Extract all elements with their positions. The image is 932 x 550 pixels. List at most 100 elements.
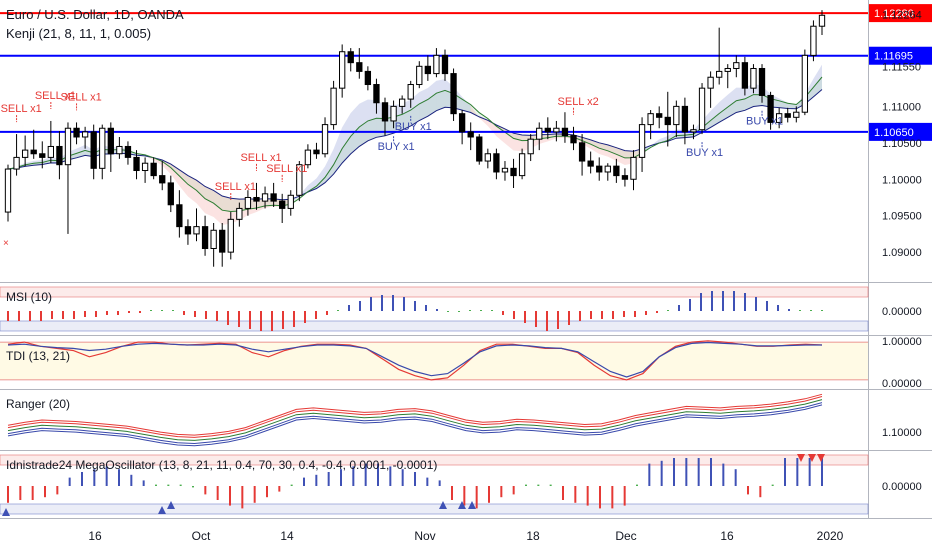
green-zone-segment	[325, 164, 334, 183]
candle-body	[107, 127, 114, 155]
ma-cloud-segment	[402, 99, 411, 131]
candle-body	[458, 113, 466, 133]
candle-body	[279, 200, 286, 209]
price-tick-label: 1.10500	[882, 138, 922, 150]
buy-signal-label: BUY x1	[395, 121, 432, 133]
sell-arrow-marker	[808, 454, 816, 462]
candle-body	[484, 153, 491, 162]
candle-body	[261, 193, 269, 202]
candle-body	[613, 165, 620, 177]
ma-cloud-segment	[145, 155, 154, 161]
candle-body	[81, 131, 89, 138]
ranger-series-line	[7, 402, 823, 445]
candle-body	[124, 145, 132, 158]
green-zone-segment	[590, 139, 600, 149]
candle-body	[441, 54, 449, 75]
candle-body	[141, 162, 149, 172]
price-tick-label: 1.11550	[882, 61, 921, 73]
candle-body	[527, 138, 534, 155]
price-tick-label: 1.09000	[882, 247, 922, 259]
ma-cloud-segment	[342, 113, 351, 163]
fast-ma-line	[7, 76, 823, 213]
ma-cloud-segment	[590, 139, 600, 154]
green-zone-segment	[436, 90, 445, 111]
candle-body	[810, 25, 817, 56]
candle-body	[398, 98, 406, 107]
ma-cloud-segment	[316, 166, 326, 189]
panel-backgrounds	[0, 0, 932, 519]
msi-upper-zone	[0, 286, 869, 298]
x-tick-label: Dec	[615, 529, 636, 543]
candle-body	[201, 226, 209, 249]
candle-body	[501, 167, 509, 173]
ma-cloud-segment	[213, 190, 223, 225]
sell-signal-label: SELL x2	[558, 96, 599, 108]
candle-body	[621, 175, 629, 180]
ma-cloud-segment	[290, 195, 300, 205]
x-tick-label: Nov	[414, 529, 435, 543]
ma-cloud-segment	[307, 178, 317, 193]
candle-body	[313, 149, 320, 155]
ma-cloud-segment	[787, 102, 797, 109]
indicator-title: Kenji (21, 8, 11, 1, 0.005)	[6, 26, 152, 41]
candle-body	[364, 70, 372, 86]
tdi-tick-label: 0.00000	[882, 378, 922, 390]
x-tick-label: 18	[526, 529, 540, 543]
buy-arrow-marker	[439, 501, 447, 509]
ma-cloud-segment	[367, 99, 377, 141]
ma-cloud-segment	[719, 94, 728, 123]
x-tick-label: 14	[280, 529, 294, 543]
candle-body	[184, 226, 192, 235]
candle-body	[707, 76, 714, 89]
ma-cloud-segment	[359, 99, 368, 147]
candle-body	[159, 175, 166, 184]
candle-body	[758, 67, 766, 96]
green-zone-segment	[470, 104, 480, 117]
level-price-box	[869, 122, 932, 141]
msi-title: MSI (10)	[6, 290, 52, 304]
candle-body	[553, 127, 560, 133]
ma-cloud-segment	[436, 79, 445, 111]
candle-body	[587, 160, 594, 167]
indicator-panels[interactable]: MSI (10) TDI (13, 21) Ranger (20) Idnistrad…	[0, 286, 869, 516]
ranger-series-line	[7, 393, 823, 436]
green-zone-segment	[582, 137, 591, 145]
ma-cloud-segment	[42, 157, 51, 165]
ma-cloud-segment	[479, 116, 488, 126]
cross-marker: ×	[3, 238, 9, 249]
ma-cloud-segment	[350, 103, 360, 154]
green-zone-segment	[419, 99, 428, 121]
candle-body	[493, 153, 500, 173]
green-zone-segment	[462, 99, 471, 113]
candle-body	[784, 113, 791, 118]
ma-cloud-segment	[427, 80, 437, 117]
candle-body	[176, 204, 183, 228]
candle-body	[510, 167, 517, 177]
candle-body	[416, 65, 423, 86]
candle-body	[647, 113, 654, 126]
ranger-series-line	[7, 396, 823, 438]
candle-body	[30, 149, 37, 155]
ranger-title: Ranger (20)	[6, 397, 70, 411]
buy-arrow-marker	[2, 508, 10, 516]
ma-cloud-segment	[513, 133, 523, 152]
ma-cloud-segment	[187, 175, 197, 204]
candle-body	[227, 218, 234, 253]
sell-signal-label: SELL x1	[61, 91, 102, 103]
candle-body	[47, 145, 54, 158]
candle-body	[536, 127, 543, 140]
candle-body	[219, 229, 226, 253]
candle-body	[656, 113, 663, 118]
x-tick-label: 16	[88, 529, 102, 543]
mega-lower-zone	[0, 503, 869, 515]
candle-body	[793, 111, 800, 118]
ma-cloud-segment	[496, 124, 505, 144]
candle-body	[64, 127, 72, 166]
ranger-series-line	[7, 399, 823, 441]
level-price-label: 1.12280	[874, 8, 914, 20]
candle-body	[476, 136, 483, 162]
sell-signal-label: SELL x1	[266, 163, 307, 175]
candle-body	[433, 54, 440, 75]
